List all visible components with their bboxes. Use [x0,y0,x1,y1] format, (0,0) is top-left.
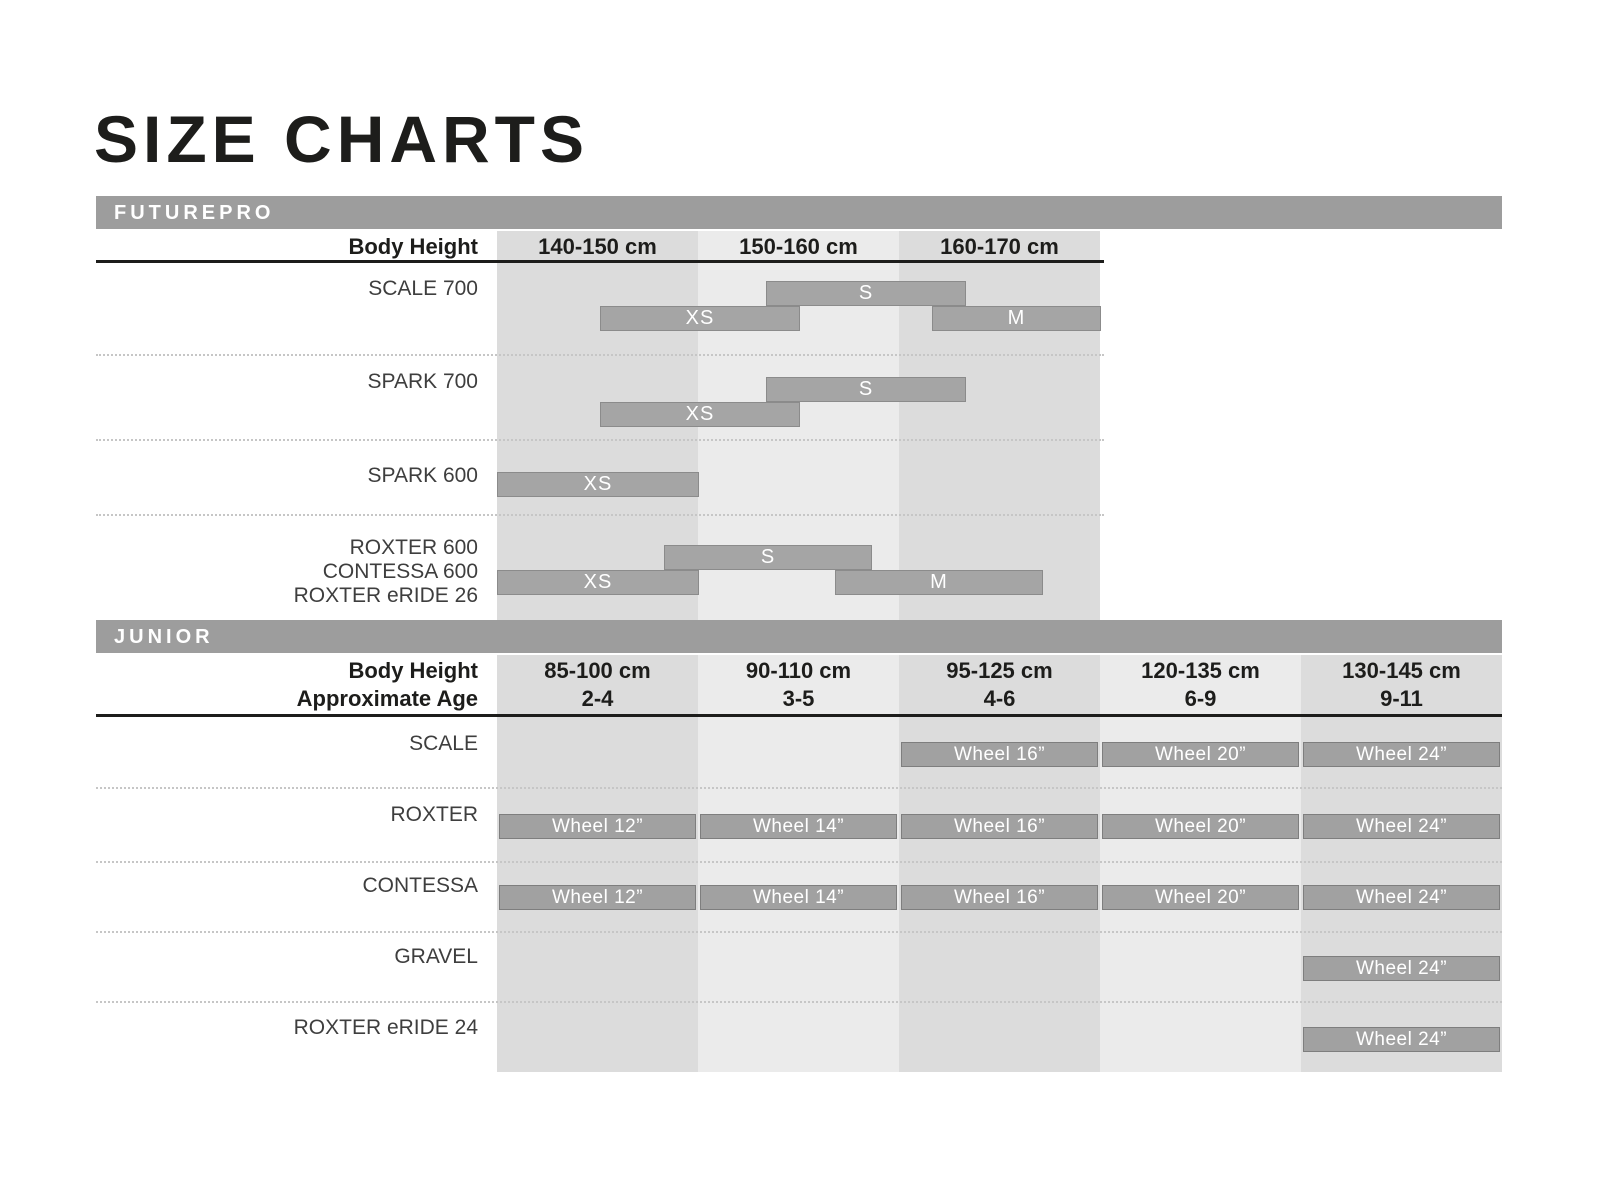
column-band [497,655,698,1072]
wheel-size-bar: Wheel 12” [499,885,696,910]
row-separator [96,514,1104,516]
junior-column-header-age: 4-6 [983,686,1016,711]
size-range-bar: M [932,306,1101,331]
section-header-junior: JUNIOR [96,620,1502,653]
model-label: ROXTER eRIDE 24 [293,1016,478,1039]
model-label: ROXTER eRIDE 26 [293,584,478,607]
wheel-size-bar: Wheel 20” [1102,885,1299,910]
row-separator [96,439,1104,441]
junior-column-header-height: 90-110 cm [745,658,852,683]
model-label: GRAVEL [394,945,478,968]
model-label: SCALE [409,732,478,755]
model-label: SCALE 700 [368,277,478,300]
size-range-bar: XS [600,402,800,427]
futurepro-body-height-label: Body Height [348,234,478,259]
column-band [899,655,1100,1072]
section-header-futurepro-label: FUTUREPRO [114,202,275,224]
model-label: ROXTER 600 [349,536,478,559]
futurepro-column-header: 160-170 cm [940,234,1059,259]
row-separator [96,861,1502,863]
junior-column-header-height: 130-145 cm [1342,658,1461,683]
futurepro-column-header: 150-160 cm [739,234,858,259]
wheel-size-bar: Wheel 14” [700,885,897,910]
section-header-junior-label: JUNIOR [114,626,214,648]
futurepro-column-header: 140-150 cm [538,234,657,259]
row-separator [96,1001,1502,1003]
size-range-bar: M [835,570,1043,595]
futurepro-header-underline [96,260,1104,263]
junior-column-header-height: 120-135 cm [1141,658,1260,683]
row-separator [96,931,1502,933]
page-title: SIZE CHARTS [94,102,590,176]
wheel-size-bar: Wheel 12” [499,814,696,839]
wheel-size-bar: Wheel 24” [1303,814,1500,839]
size-range-bar: XS [497,472,699,497]
wheel-size-bar: Wheel 16” [901,742,1098,767]
wheel-size-bar: Wheel 24” [1303,885,1500,910]
size-range-bar: XS [600,306,800,331]
size-range-bar: XS [497,570,699,595]
model-label: ROXTER [390,803,478,826]
junior-column-header-height: 85-100 cm [544,658,651,683]
column-band [1100,655,1301,1072]
wheel-size-bar: Wheel 16” [901,885,1098,910]
wheel-size-bar: Wheel 24” [1303,1027,1500,1052]
junior-column-header-height: 95-125 cm [946,658,1053,683]
column-band [1301,655,1502,1072]
wheel-size-bar: Wheel 14” [700,814,897,839]
model-label: CONTESSA 600 [322,560,478,583]
model-label: CONTESSA [362,874,478,897]
wheel-size-bar: Wheel 20” [1102,814,1299,839]
junior-column-header-age: 6-9 [1184,686,1217,711]
row-separator [96,787,1502,789]
size-range-bar: S [766,377,966,402]
junior-column-header-age: 3-5 [782,686,815,711]
junior-header-underline [96,714,1502,717]
wheel-size-bar: Wheel 24” [1303,742,1500,767]
junior-approximate-age-label: Approximate Age [296,686,478,711]
junior-body-height-label: Body Height [348,658,478,683]
size-range-bar: S [664,545,872,570]
size-range-bar: S [766,281,966,306]
wheel-size-bar: Wheel 16” [901,814,1098,839]
model-label: SPARK 700 [367,370,478,393]
section-header-futurepro: FUTUREPRO [96,196,1502,229]
junior-column-header-age: 2-4 [581,686,614,711]
wheel-size-bar: Wheel 24” [1303,956,1500,981]
column-band [698,655,899,1072]
model-label: SPARK 600 [367,464,478,487]
junior-column-header-age: 9-11 [1380,686,1423,711]
wheel-size-bar: Wheel 20” [1102,742,1299,767]
row-separator [96,354,1104,356]
